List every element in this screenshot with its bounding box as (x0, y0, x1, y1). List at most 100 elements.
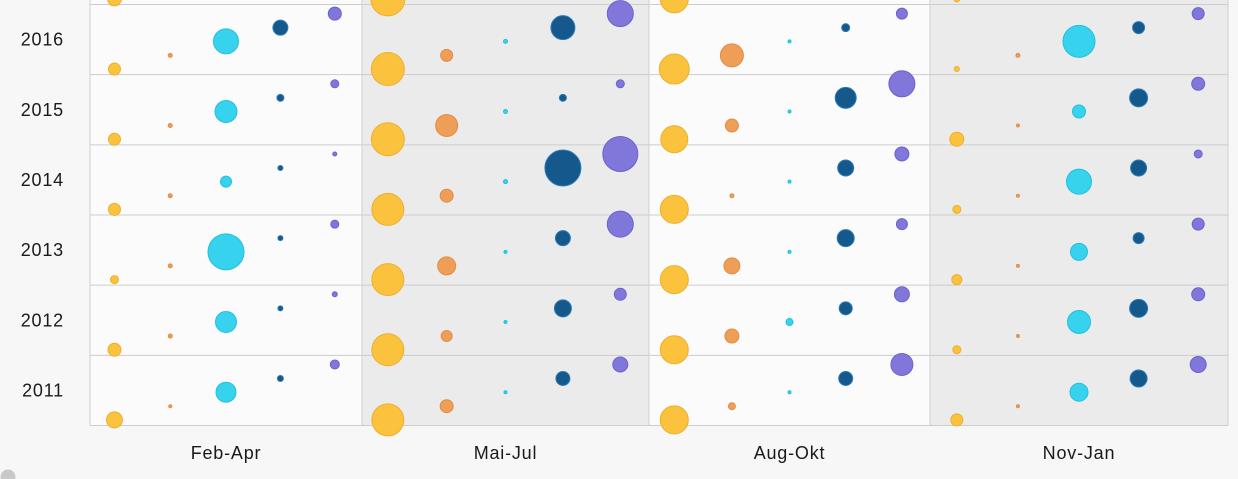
bubble[interactable] (606, 210, 634, 238)
bubble[interactable] (953, 0, 961, 3)
bubble[interactable] (215, 311, 237, 334)
bubble[interactable] (167, 193, 173, 199)
bubble[interactable] (167, 52, 173, 58)
bubble[interactable] (329, 359, 340, 370)
bubble[interactable] (440, 330, 453, 343)
bubble[interactable] (503, 320, 508, 325)
bubble[interactable] (836, 229, 855, 248)
bubble[interactable] (276, 375, 284, 383)
bubble[interactable] (435, 114, 459, 138)
bubble[interactable] (1015, 193, 1020, 198)
bubble[interactable] (558, 93, 567, 102)
bubble[interactable] (555, 371, 571, 387)
bubble[interactable] (719, 43, 744, 68)
bubble[interactable] (107, 62, 121, 76)
bubble[interactable] (723, 257, 741, 275)
bubble[interactable] (553, 299, 572, 318)
bubble[interactable] (1072, 104, 1086, 119)
bubble[interactable] (834, 86, 857, 109)
bubble[interactable] (659, 405, 689, 435)
bubble[interactable] (168, 404, 173, 409)
bubble[interactable] (787, 109, 792, 114)
bubble[interactable] (220, 175, 232, 188)
bubble[interactable] (838, 371, 854, 387)
bubble[interactable] (894, 146, 910, 162)
bubble[interactable] (107, 132, 121, 146)
bubble[interactable] (1069, 382, 1089, 402)
bubble[interactable] (277, 164, 284, 171)
bubble[interactable] (785, 318, 794, 327)
bubble[interactable] (277, 305, 284, 312)
bubble[interactable] (613, 287, 627, 301)
bubble[interactable] (503, 249, 508, 254)
bubble[interactable] (951, 274, 963, 286)
bubble[interactable] (331, 291, 338, 298)
bubble[interactable] (787, 179, 792, 184)
bubble[interactable] (332, 151, 338, 157)
bubble[interactable] (503, 38, 508, 44)
bubble[interactable] (544, 149, 582, 187)
bubble[interactable] (838, 301, 853, 316)
bubble[interactable] (167, 123, 173, 129)
bubble[interactable] (895, 7, 908, 20)
bubble[interactable] (1132, 232, 1145, 245)
bubble[interactable] (1070, 242, 1088, 261)
bubble[interactable] (893, 286, 910, 303)
bubble[interactable] (439, 399, 454, 414)
bubble[interactable] (370, 52, 405, 87)
bubble[interactable] (602, 135, 639, 172)
bubble[interactable] (1189, 355, 1207, 373)
bubble[interactable] (890, 352, 914, 376)
bubble[interactable] (1129, 298, 1149, 318)
bubble[interactable] (659, 0, 689, 14)
bubble[interactable] (276, 93, 285, 102)
bubble[interactable] (214, 100, 238, 124)
bubble[interactable] (895, 218, 908, 231)
bubble[interactable] (1130, 159, 1148, 177)
bubble[interactable] (554, 230, 571, 247)
bubble[interactable] (787, 249, 792, 254)
bubble[interactable] (615, 79, 625, 89)
bubble[interactable] (612, 356, 629, 373)
bubble[interactable] (837, 159, 855, 177)
bubble[interactable] (503, 109, 508, 115)
bubble[interactable] (327, 6, 342, 21)
bubble[interactable] (503, 390, 508, 395)
bubble[interactable] (167, 333, 173, 339)
bubble[interactable] (503, 179, 508, 185)
bubble[interactable] (724, 328, 740, 344)
bubble[interactable] (215, 381, 237, 403)
bubble[interactable] (606, 0, 634, 28)
bubble[interactable] (1015, 334, 1020, 339)
bubble[interactable] (660, 125, 689, 154)
bubble[interactable] (1015, 123, 1020, 128)
bubble[interactable] (207, 233, 245, 271)
bubble[interactable] (437, 256, 457, 276)
bubble[interactable] (659, 265, 689, 295)
bubble[interactable] (1132, 21, 1146, 35)
bubble[interactable] (888, 70, 916, 98)
bubble[interactable] (440, 48, 454, 62)
bubble[interactable] (1193, 149, 1203, 159)
bubble[interactable] (787, 39, 792, 44)
bubble[interactable] (950, 413, 964, 427)
bubble[interactable] (1062, 24, 1096, 58)
bubble[interactable] (272, 19, 289, 36)
bubble[interactable] (277, 235, 284, 242)
bubble[interactable] (371, 333, 405, 367)
bubble[interactable] (370, 0, 406, 17)
bubble[interactable] (787, 390, 792, 395)
bubble[interactable] (953, 66, 960, 73)
bubble[interactable] (107, 202, 121, 216)
bubble[interactable] (167, 263, 173, 269)
bubble[interactable] (550, 15, 576, 41)
attribution-logo[interactable] (0, 469, 16, 479)
bubble[interactable] (371, 263, 405, 297)
bubble[interactable] (330, 79, 340, 89)
bubble[interactable] (727, 402, 736, 411)
bubble[interactable] (1191, 217, 1205, 231)
bubble[interactable] (952, 204, 962, 214)
bubble[interactable] (1015, 404, 1020, 409)
bubble[interactable] (841, 23, 851, 33)
bubble[interactable] (659, 335, 689, 365)
